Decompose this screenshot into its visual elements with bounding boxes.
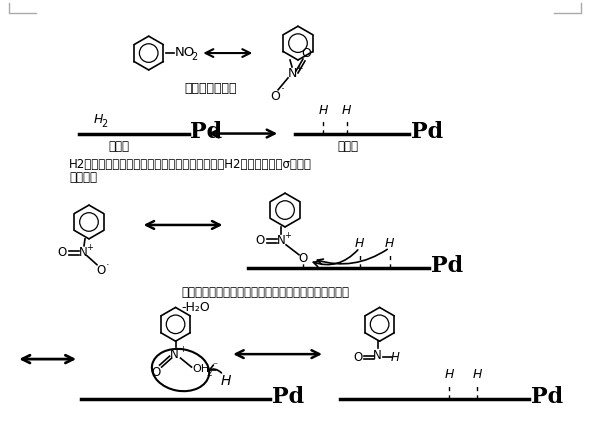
Text: O: O: [96, 264, 106, 277]
Text: 2: 2: [206, 368, 212, 378]
FancyArrowPatch shape: [317, 249, 387, 264]
Text: H: H: [220, 374, 231, 388]
Text: H: H: [355, 237, 365, 250]
Text: ·: ·: [106, 260, 110, 270]
Text: +: +: [179, 345, 186, 354]
Text: O: O: [57, 246, 67, 259]
Text: H2吸附在催化剂的表面，是一种化学吸附，所以H2两个原子间的σ键几乎: H2吸附在催化剂的表面，是一种化学吸附，所以H2两个原子间的σ键几乎: [69, 158, 312, 171]
Text: Pd: Pd: [272, 386, 304, 408]
Text: N: N: [373, 349, 382, 361]
Text: 2: 2: [192, 52, 198, 62]
Text: +: +: [284, 232, 291, 240]
Text: Pd: Pd: [411, 121, 444, 143]
Text: N: N: [78, 246, 87, 259]
Text: 2: 2: [101, 119, 107, 129]
Text: NO: NO: [175, 46, 195, 58]
Text: N: N: [287, 68, 297, 80]
Text: H: H: [445, 368, 454, 382]
Text: H: H: [342, 104, 352, 117]
Text: O: O: [255, 235, 265, 247]
Text: N: N: [277, 235, 286, 247]
Text: H: H: [318, 104, 327, 117]
Text: Pd: Pd: [191, 121, 222, 143]
Text: O: O: [151, 365, 160, 378]
Text: H: H: [473, 368, 482, 382]
Text: 是断开的: 是断开的: [69, 171, 97, 184]
FancyArrowPatch shape: [313, 250, 358, 267]
Text: Pd: Pd: [531, 386, 563, 408]
Text: 催化剂: 催化剂: [109, 140, 129, 153]
Text: Pd: Pd: [431, 255, 464, 277]
Text: O: O: [353, 351, 362, 364]
Text: O: O: [270, 90, 280, 103]
Text: O: O: [301, 47, 311, 60]
Text: -H₂O: -H₂O: [181, 301, 210, 314]
Text: +: +: [87, 243, 93, 252]
Text: H: H: [385, 237, 394, 250]
Text: O: O: [299, 252, 307, 265]
Text: N: N: [170, 347, 179, 361]
Text: H: H: [391, 351, 400, 364]
Text: 硝基苯的共振式: 硝基苯的共振式: [184, 82, 237, 95]
Text: ⁻: ⁻: [212, 361, 218, 371]
Text: 硝基苯的硝基之间碳氧双键断开后也吸附到金属的表面: 硝基苯的硝基之间碳氧双键断开后也吸附到金属的表面: [181, 286, 349, 299]
Text: 催化剂: 催化剂: [337, 140, 358, 153]
FancyArrowPatch shape: [209, 365, 221, 373]
Text: +: +: [295, 65, 303, 73]
Text: OH: OH: [192, 364, 209, 374]
Text: H: H: [93, 113, 103, 126]
Text: ·: ·: [281, 83, 285, 96]
